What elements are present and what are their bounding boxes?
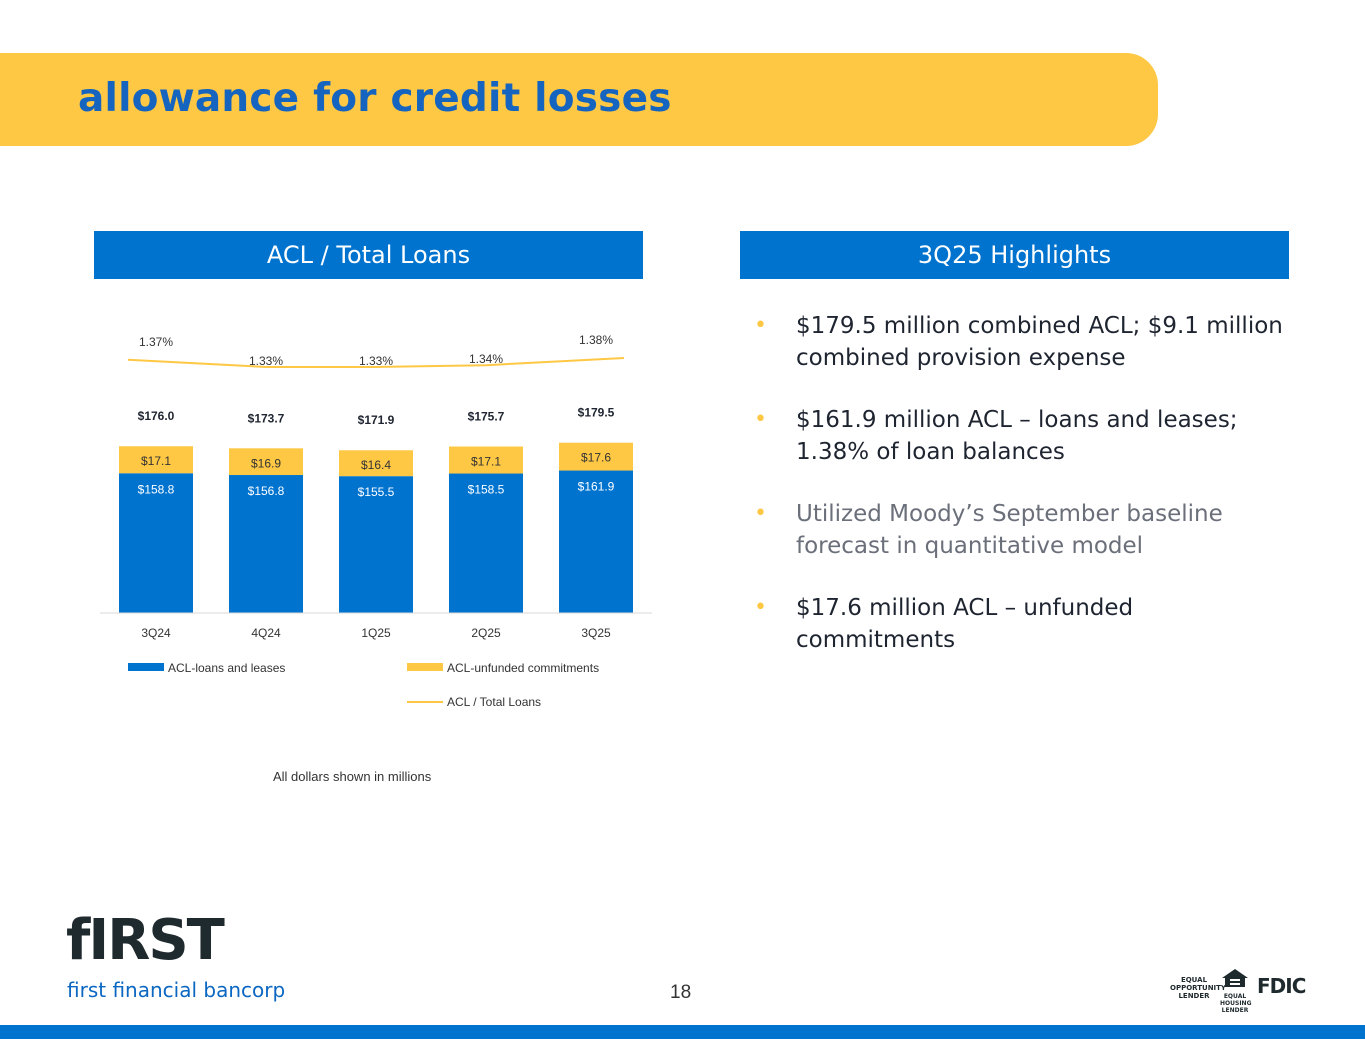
data-label-unfunded: $17.1 (471, 455, 501, 469)
company-logo: fIRST (66, 908, 225, 973)
bar-acl-unfunded (339, 450, 413, 477)
footnote: All dollars shown in millions (273, 769, 432, 784)
fdic-logo: FDIC (1257, 974, 1306, 998)
highlight-text: $179.5 million combined ACL; $9.1 millio… (796, 313, 1283, 371)
x-tick-label: 2Q25 (471, 626, 501, 640)
bullet-icon: • (754, 501, 767, 526)
x-tick-label: 3Q24 (141, 626, 171, 640)
legend-label-loans: ACL-loans and leases (168, 661, 285, 675)
data-label-unfunded: $16.4 (361, 458, 391, 472)
data-label-unfunded: $17.6 (581, 451, 611, 465)
highlight-item: • Utilized Moody’s September baseline for… (754, 498, 1294, 562)
highlights-panel-header: 3Q25 Highlights (740, 231, 1289, 279)
page-number: 18 (670, 982, 692, 1003)
house-icon (1222, 969, 1248, 987)
x-tick-label: 4Q24 (251, 626, 281, 640)
x-tick-label: 3Q25 (581, 626, 611, 640)
legend-swatch-unfunded (407, 663, 443, 671)
legend-swatch-loans (128, 663, 164, 671)
bar-acl-loans (449, 473, 523, 613)
data-label-loans: $161.9 (578, 480, 615, 494)
bar-acl-unfunded (559, 442, 633, 471)
data-label-total: $175.7 (468, 410, 505, 424)
data-label-loans: $158.8 (138, 482, 175, 496)
highlight-text: $161.9 million ACL – loans and leases; 1… (796, 407, 1238, 465)
acl-ratio-line (127, 357, 625, 368)
bar-acl-unfunded (119, 446, 193, 474)
bar-acl-loans (339, 476, 413, 613)
data-label-total: $171.9 (358, 413, 395, 427)
highlight-text: Utilized Moody’s September baseline fore… (796, 501, 1223, 559)
line-label: 1.38% (579, 333, 613, 347)
data-label-unfunded: $17.1 (141, 454, 171, 468)
highlights-list: • $179.5 million combined ACL; $9.1 milli… (754, 310, 1294, 686)
data-label-loans: $155.5 (358, 485, 395, 499)
highlight-item: • $179.5 million combined ACL; $9.1 milli… (754, 310, 1294, 374)
bar-acl-loans (229, 475, 303, 613)
data-label-total: $173.7 (248, 411, 285, 425)
bullet-icon: • (754, 407, 767, 432)
bar-acl-loans (559, 470, 633, 613)
equal-housing-badge: EQUAL HOUSING LENDER (1220, 968, 1252, 1014)
bar-acl-unfunded (449, 446, 523, 474)
legend-label-unfunded: ACL-unfunded commitments (447, 661, 599, 675)
bullet-icon: • (754, 313, 767, 338)
legend-label-line: ACL / Total Loans (447, 695, 541, 709)
line-label: 1.33% (359, 354, 393, 368)
bar-acl-unfunded (229, 448, 303, 476)
data-label-loans: $158.5 (468, 483, 505, 497)
data-label-total: $176.0 (138, 409, 175, 423)
data-label-unfunded: $16.9 (251, 456, 281, 470)
page-title: allowance for credit losses (78, 76, 672, 121)
highlight-item: • $17.6 million ACL – unfunded commitment… (754, 592, 1294, 656)
equal-housing-text: EQUAL HOUSING LENDER (1220, 993, 1252, 1014)
acl-chart: $158.8 $17.1 $176.0 3Q24 1.37% $156.8 $16.9 $17… (100, 333, 652, 709)
bottom-bar (0, 1025, 1365, 1039)
line-label: 1.34% (469, 352, 503, 366)
highlight-text: $17.6 million ACL – unfunded commitments (796, 595, 1134, 653)
x-tick-label: 1Q25 (361, 626, 391, 640)
line-label: 1.33% (249, 354, 283, 368)
title-banner (0, 53, 1158, 146)
highlight-item: • $161.9 million ACL – loans and leases; … (754, 404, 1294, 468)
company-name: first financial bancorp (67, 978, 286, 1002)
chart-panel-header: ACL / Total Loans (94, 231, 643, 279)
bar-acl-loans (119, 473, 193, 613)
data-label-loans: $156.8 (248, 484, 285, 498)
equal-opportunity-badge: EQUAL OPPORTUNITY LENDER (1170, 976, 1227, 1000)
bullet-icon: • (754, 595, 767, 620)
line-label: 1.37% (139, 335, 173, 349)
data-label-total: $179.5 (578, 406, 615, 420)
